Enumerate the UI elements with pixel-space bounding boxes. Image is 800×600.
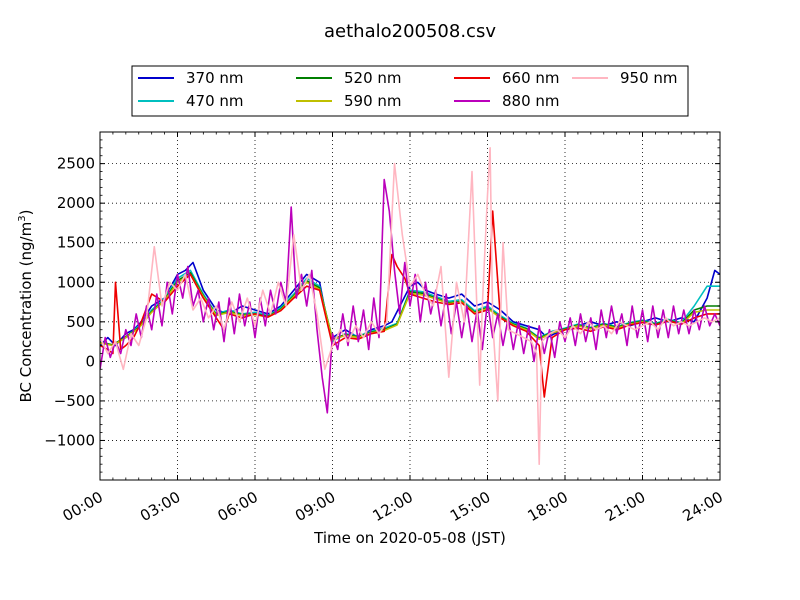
x-tick-labels: 00:00 03:00 06:00 09:00 12:00 15:00 18:00 21:00… [60,488,726,525]
x-tick-label: 21:00 [602,488,648,525]
y-axis-label-tail: ) [17,210,35,216]
y-tick-label: 1000 [57,273,95,291]
axis-ticks [99,132,721,480]
y-axis-label: BC Concentration (ng/m3) [17,210,35,403]
y-axis-label-group: BC Concentration (ng/m3) [17,210,35,403]
x-tick-label: 03:00 [137,488,183,525]
legend-label: 950 nm [620,69,678,87]
x-axis-label: Time on 2020-05-08 (JST) [313,529,506,547]
legend-box [131,65,689,117]
x-tick-label: 12:00 [370,488,416,525]
x-tick-label: 15:00 [447,488,493,525]
y-tick-label: 1500 [57,234,95,252]
x-tick-label: 00:00 [60,488,106,525]
y-tick-labels: −1000 −500 0 500 1000 1500 2000 2500 [44,155,95,450]
legend-label: 590 nm [344,92,402,110]
y-tick-label: 2000 [57,194,95,212]
y-tick-label: −500 [54,392,95,410]
legend: 370 nm 470 nm 520 nm 590 nm 660 nm 880 nm 950 … [138,69,678,110]
legend-label: 470 nm [186,92,244,110]
x-tick-label: 06:00 [215,488,261,525]
x-tick-label: 18:00 [525,488,571,525]
legend-label: 660 nm [502,69,560,87]
y-tick-label: −1000 [44,431,95,449]
series-line-950-nm [100,147,720,466]
y-tick-label: 500 [66,313,95,331]
y-tick-label: 2500 [57,155,95,173]
series-line-880-nm [100,178,720,414]
y-axis-label-main: BC Concentration (ng/m [17,222,35,403]
series-lines [100,147,720,466]
legend-label: 370 nm [186,69,244,87]
y-axis-label-sup: 3 [17,215,28,221]
y-tick-label: 0 [85,352,95,370]
x-tick-label: 09:00 [292,488,338,525]
legend-label: 880 nm [502,92,560,110]
x-tick-label: 24:00 [680,488,726,525]
chart-title: aethalo200508.csv [324,21,496,42]
legend-label: 520 nm [344,69,402,87]
